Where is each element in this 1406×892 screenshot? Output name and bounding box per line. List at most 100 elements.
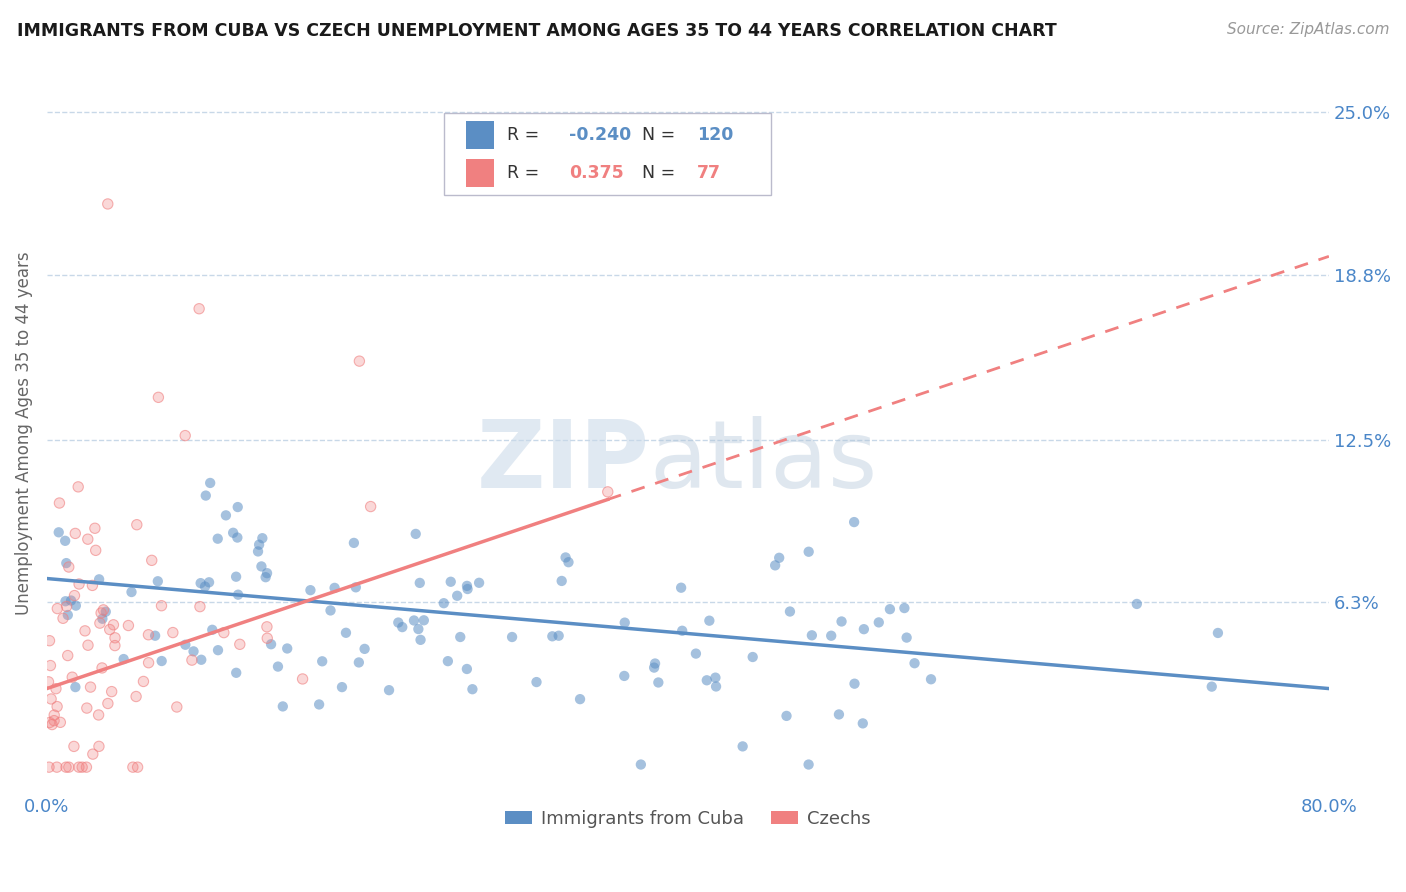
Immigrants from Cuba — [48, 525, 70, 540]
Immigrants from Cuba — [613, 615, 636, 630]
Czechs — [188, 301, 211, 316]
Immigrants from Cuba — [252, 531, 274, 545]
Czechs — [141, 553, 163, 567]
Immigrants from Cuba — [741, 650, 763, 665]
Text: 77: 77 — [697, 164, 721, 182]
Czechs — [162, 625, 184, 640]
Point — [162, 625, 184, 640]
Text: IMMIGRANTS FROM CUBA VS CZECH UNEMPLOYMENT AMONG AGES 35 TO 44 YEARS CORRELATION: IMMIGRANTS FROM CUBA VS CZECH UNEMPLOYME… — [17, 22, 1057, 40]
Immigrants from Cuba — [335, 625, 357, 640]
Czechs — [58, 560, 80, 574]
Immigrants from Cuba — [643, 660, 665, 674]
Czechs — [84, 543, 107, 558]
Immigrants from Cuba — [896, 631, 918, 645]
Immigrants from Cuba — [842, 515, 865, 529]
Immigrants from Cuba — [112, 652, 135, 666]
Point — [48, 496, 70, 510]
Czechs — [125, 690, 148, 704]
Immigrants from Cuba — [820, 629, 842, 643]
Point — [256, 620, 278, 634]
Czechs — [100, 684, 122, 698]
Immigrants from Cuba — [222, 525, 245, 540]
Immigrants from Cuba — [299, 583, 322, 598]
Point — [84, 543, 107, 558]
Czechs — [291, 672, 314, 686]
Immigrants from Cuba — [852, 622, 875, 636]
Point — [37, 674, 59, 689]
Point — [76, 701, 98, 715]
Czechs — [79, 680, 101, 694]
Point — [49, 715, 72, 730]
Immigrants from Cuba — [53, 533, 76, 548]
Czechs — [63, 589, 86, 603]
Point — [39, 658, 62, 673]
Immigrants from Cuba — [557, 555, 579, 569]
Point — [117, 618, 139, 632]
Text: Source: ZipAtlas.com: Source: ZipAtlas.com — [1226, 22, 1389, 37]
Point — [55, 599, 77, 614]
Czechs — [39, 692, 62, 706]
Czechs — [82, 747, 104, 761]
Immigrants from Cuba — [387, 615, 409, 630]
Immigrants from Cuba — [831, 615, 853, 629]
Point — [67, 760, 90, 774]
Point — [166, 700, 188, 714]
Immigrants from Cuba — [797, 545, 820, 559]
Immigrants from Cuba — [647, 675, 669, 690]
Czechs — [127, 760, 149, 774]
Czechs — [89, 616, 111, 631]
Point — [89, 616, 111, 631]
Czechs — [150, 599, 173, 613]
Immigrants from Cuba — [378, 683, 401, 698]
Point — [58, 560, 80, 574]
Immigrants from Cuba — [391, 620, 413, 634]
Czechs — [87, 708, 110, 723]
Point — [103, 617, 125, 632]
Czechs — [77, 638, 100, 652]
Czechs — [75, 760, 97, 774]
Czechs — [98, 623, 121, 637]
Immigrants from Cuba — [644, 657, 666, 671]
Point — [38, 633, 60, 648]
Text: R =: R = — [508, 164, 550, 182]
Point — [150, 599, 173, 613]
Czechs — [349, 354, 371, 368]
Czechs — [41, 717, 63, 731]
Czechs — [37, 674, 59, 689]
Immigrants from Cuba — [190, 653, 212, 667]
Immigrants from Cuba — [797, 757, 820, 772]
Point — [82, 578, 104, 592]
Immigrants from Cuba — [671, 624, 693, 638]
Point — [70, 760, 93, 774]
Czechs — [360, 500, 382, 514]
Immigrants from Cuba — [828, 707, 851, 722]
Immigrants from Cuba — [330, 680, 353, 694]
Point — [83, 521, 105, 535]
Immigrants from Cuba — [449, 630, 471, 644]
Point — [41, 717, 63, 731]
Point — [132, 674, 155, 689]
Immigrants from Cuba — [121, 585, 143, 599]
Immigrants from Cuba — [226, 531, 249, 545]
Immigrants from Cuba — [409, 632, 432, 647]
Immigrants from Cuba — [440, 574, 463, 589]
Immigrants from Cuba — [194, 580, 217, 594]
Immigrants from Cuba — [267, 659, 290, 673]
Czechs — [138, 656, 160, 670]
Immigrants from Cuba — [630, 757, 652, 772]
Immigrants from Cuba — [215, 508, 238, 523]
Czechs — [174, 428, 197, 442]
Immigrants from Cuba — [526, 675, 548, 690]
Immigrants from Cuba — [190, 576, 212, 591]
Point — [93, 603, 115, 617]
Immigrants from Cuba — [405, 527, 427, 541]
Immigrants from Cuba — [260, 637, 283, 651]
Czechs — [67, 480, 90, 494]
Point — [87, 739, 110, 754]
Immigrants from Cuba — [353, 641, 375, 656]
Czechs — [49, 715, 72, 730]
Point — [77, 638, 100, 652]
Czechs — [76, 701, 98, 715]
Bar — [467, 121, 495, 149]
Immigrants from Cuba — [669, 581, 692, 595]
